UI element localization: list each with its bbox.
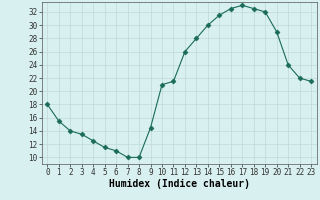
X-axis label: Humidex (Indice chaleur): Humidex (Indice chaleur) <box>109 179 250 189</box>
